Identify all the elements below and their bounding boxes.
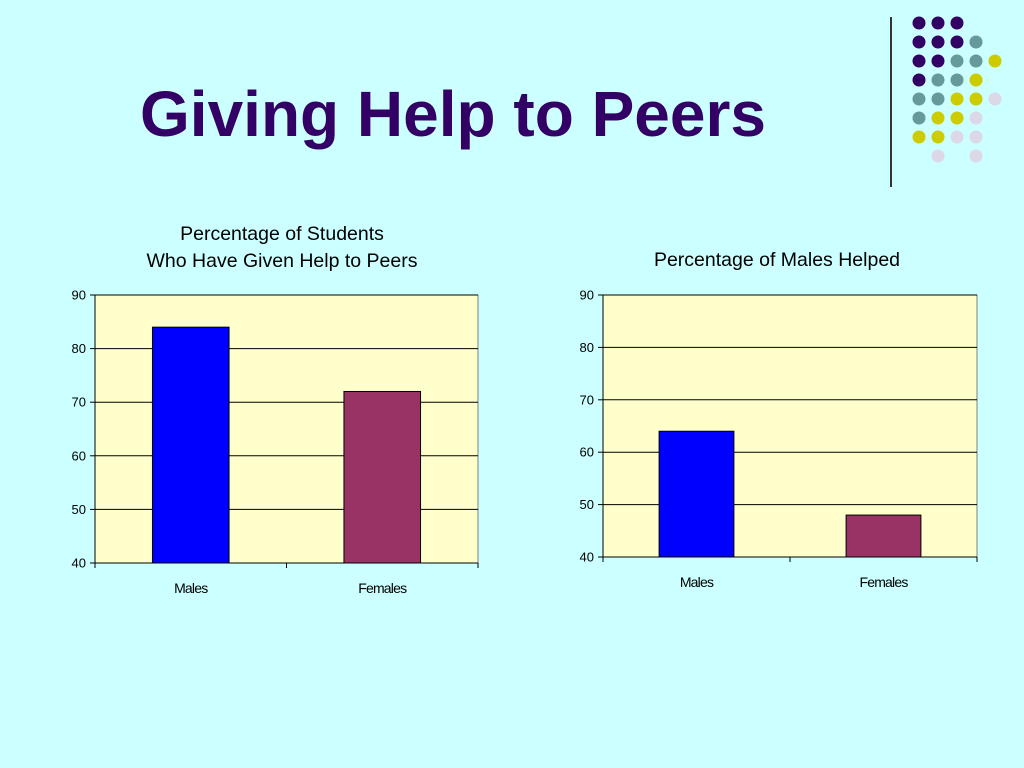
chart-title-line: Who Have Given Help to Peers xyxy=(147,250,418,272)
bar-females xyxy=(343,390,422,564)
y-tick-label: 40 xyxy=(580,550,594,565)
decorative-dot xyxy=(969,54,983,68)
decorative-dot xyxy=(988,54,1002,68)
y-tick-label: 80 xyxy=(72,341,86,356)
chart-title-line: Percentage of Students xyxy=(180,223,384,245)
x-category-label: Males xyxy=(680,574,714,590)
decorative-dot xyxy=(988,92,1002,106)
decorative-dot xyxy=(950,16,964,30)
decorative-dot xyxy=(931,92,945,106)
decorative-divider xyxy=(890,17,892,187)
decorative-dot xyxy=(931,54,945,68)
decorative-dot xyxy=(931,16,945,30)
plot-area xyxy=(94,294,479,564)
decorative-dot xyxy=(912,92,926,106)
y-tick-label: 90 xyxy=(580,288,594,303)
decorative-dot xyxy=(969,92,983,106)
decorative-dot xyxy=(969,130,983,144)
y-tick-label: 50 xyxy=(580,497,594,512)
decorative-dot xyxy=(931,73,945,87)
decorative-dot xyxy=(950,73,964,87)
bar-males xyxy=(658,430,735,558)
y-tick-label: 90 xyxy=(72,288,86,303)
plot-area xyxy=(602,294,978,558)
slide-title: Giving Help to Peers xyxy=(140,78,766,150)
x-category-label: Females xyxy=(358,580,407,596)
y-tick-label: 80 xyxy=(580,340,594,355)
y-tick-label: 60 xyxy=(72,448,86,463)
decorative-dot xyxy=(969,73,983,87)
decorative-dot xyxy=(950,35,964,49)
decorative-dot xyxy=(931,130,945,144)
x-category-label: Females xyxy=(859,574,908,590)
decorative-dot xyxy=(950,92,964,106)
decorative-dot xyxy=(969,111,983,125)
decorative-dot xyxy=(912,54,926,68)
y-tick-label: 60 xyxy=(580,445,594,460)
x-category-label: Males xyxy=(174,580,208,596)
decorative-dot xyxy=(950,130,964,144)
decorative-dot xyxy=(931,149,945,163)
decorative-dot xyxy=(969,149,983,163)
bar-males xyxy=(151,326,230,564)
decorative-dot xyxy=(912,73,926,87)
bar-females xyxy=(845,514,922,558)
chart-title-line: Percentage of Males Helped xyxy=(654,249,900,271)
decorative-dot xyxy=(950,54,964,68)
decorative-dot xyxy=(950,111,964,125)
y-tick-label: 70 xyxy=(72,395,86,410)
y-tick-label: 40 xyxy=(72,556,86,571)
decorative-dot xyxy=(912,35,926,49)
y-tick-label: 50 xyxy=(72,502,86,517)
decorative-dot xyxy=(969,35,983,49)
decorative-dot xyxy=(912,16,926,30)
decorative-dot xyxy=(912,130,926,144)
decorative-dot xyxy=(912,111,926,125)
decorative-dot xyxy=(931,111,945,125)
decorative-dot xyxy=(931,35,945,49)
y-tick-label: 70 xyxy=(580,392,594,407)
